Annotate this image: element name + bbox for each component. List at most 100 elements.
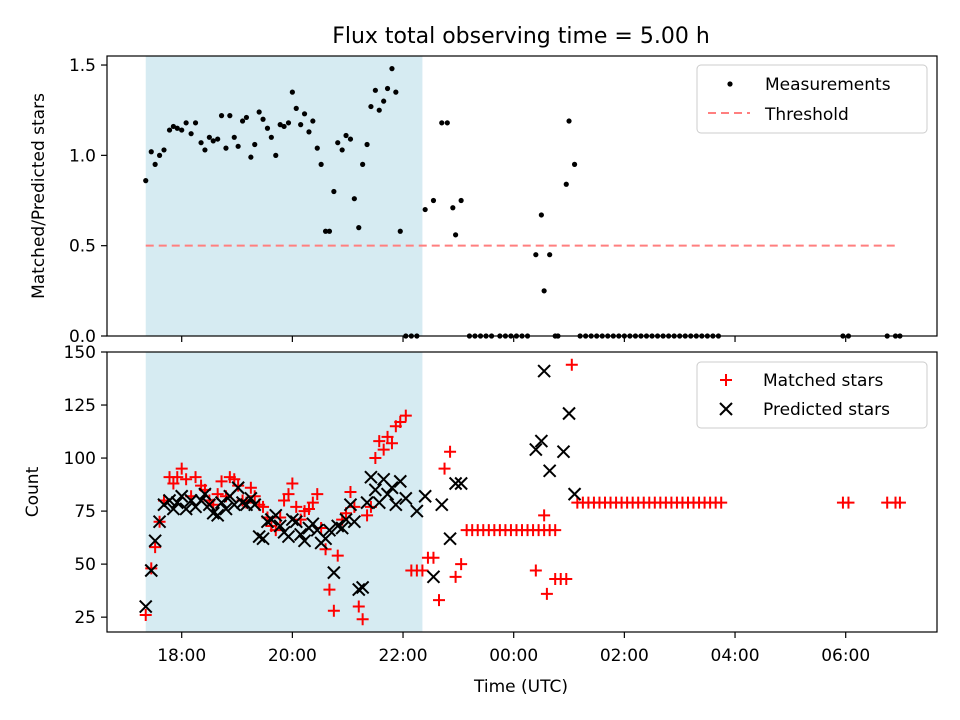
predicted-star-point: [352, 582, 366, 597]
matched-star-point: [189, 471, 202, 484]
matched-star-point: [286, 477, 299, 490]
predicted-star-point: [227, 498, 241, 512]
matched-star-point: [175, 462, 188, 475]
predicted-star-point: [399, 491, 413, 506]
matched-star-point: [433, 594, 445, 607]
predicted-star-point: [202, 498, 217, 512]
predicted-star-point: [327, 565, 341, 580]
legend-matched-marker: [720, 374, 732, 386]
predicted-star-point: [385, 481, 399, 495]
counts-axes-frame: [106, 351, 938, 633]
matched-star-point: [416, 564, 429, 577]
measurement-point: [183, 120, 189, 126]
predicted-star-point: [389, 498, 403, 512]
measurement-point: [285, 120, 292, 126]
legend-matched-label: Matched stars: [763, 371, 883, 391]
measurement-point: [210, 138, 216, 144]
measurement-point: [538, 212, 544, 218]
matched-star-point: [455, 558, 468, 571]
matched-star-point: [444, 445, 457, 458]
matched-star-point: [369, 452, 382, 465]
measurement-point: [166, 127, 173, 133]
predicted-star-point: [194, 493, 208, 508]
counts-legend-box: [696, 361, 928, 429]
y-tick-label: 25: [74, 608, 96, 628]
matched-star-point: [540, 587, 553, 600]
matched-star-point: [361, 509, 374, 522]
predicted-star-point: [537, 364, 551, 378]
matched-star-point: [215, 475, 228, 488]
matched-star-point: [323, 583, 336, 596]
matched-star-point: [149, 541, 162, 554]
y-tick-label: 100: [64, 449, 96, 469]
matched-star-point: [352, 600, 365, 613]
measurement-point: [458, 197, 464, 204]
matched-star-point: [399, 409, 412, 422]
matched-star-point: [311, 488, 324, 501]
count-y-ticks: 25 50 75 100 125 150: [64, 343, 107, 628]
measurement-point: [343, 132, 349, 139]
predicted-star-point: [256, 531, 270, 546]
measurement-point: [571, 161, 578, 167]
predicted-star-point: [318, 531, 333, 546]
matched-star-point: [427, 551, 440, 564]
measurement-point: [533, 252, 539, 258]
measurement-point: [156, 152, 163, 158]
matched-star-point: [560, 572, 573, 585]
legend-threshold-label: Threshold: [764, 105, 849, 125]
predicted-star-point: [248, 498, 262, 512]
measurement-point: [239, 118, 246, 124]
measurement-point: [192, 120, 199, 126]
x-tick-label: 22:00: [379, 646, 428, 666]
matched-star-point: [438, 462, 451, 475]
measurement-point: [264, 125, 271, 131]
measurement-point: [161, 147, 167, 153]
predicted-star-point: [355, 580, 370, 595]
matched-star-point: [529, 564, 542, 577]
predicted-star-point: [285, 512, 300, 527]
predicted-star-point: [231, 481, 245, 495]
matched-star-point: [549, 524, 562, 537]
measurement-point: [397, 228, 403, 234]
measurement-point: [389, 66, 395, 72]
predicted-star-point: [339, 512, 353, 527]
ratio-axes-frame: [106, 55, 938, 337]
chart-title: Flux total observing time = 5.00 h: [332, 24, 710, 49]
measurement-point: [318, 161, 324, 167]
ratio-legend: Measurements Threshold: [696, 64, 928, 134]
matched-star-point: [145, 562, 158, 575]
matched-star-point: [290, 500, 303, 513]
matched-star-point: [565, 358, 578, 371]
measurement-point: [422, 206, 428, 213]
matched-star-point: [385, 437, 398, 450]
y-tick-label: 75: [74, 502, 96, 522]
matched-star-point: [294, 513, 307, 526]
predicted-star-point: [562, 406, 576, 421]
measurement-point: [439, 120, 445, 126]
predicted-star-point: [556, 444, 571, 459]
predicted-star-point: [260, 514, 275, 529]
counts-legend: Matched stars Predicted stars: [696, 361, 928, 429]
measurement-point: [335, 140, 341, 146]
matched-star-point: [180, 473, 193, 486]
y-tick-label: 50: [74, 555, 96, 575]
measurement-point: [215, 136, 221, 142]
measurement-point: [310, 118, 316, 124]
predicted-star-point: [148, 534, 162, 548]
predicted-star-point: [364, 470, 378, 484]
measurement-point: [372, 87, 378, 93]
predicted-star-point: [567, 487, 582, 501]
measurement-point: [277, 122, 283, 128]
measurement-point: [301, 111, 308, 117]
matched-star-point: [893, 496, 906, 509]
x-tick-label: 00:00: [489, 646, 538, 666]
count-y-axis-label: Count: [23, 466, 43, 517]
matched-star-point: [327, 604, 340, 617]
measurement-point: [252, 141, 258, 148]
predicted-star-point: [360, 495, 374, 510]
matched-star-point: [257, 500, 270, 513]
measurement-point: [235, 143, 241, 149]
matched-star-point: [394, 416, 407, 428]
predicted-star-point: [529, 442, 543, 457]
